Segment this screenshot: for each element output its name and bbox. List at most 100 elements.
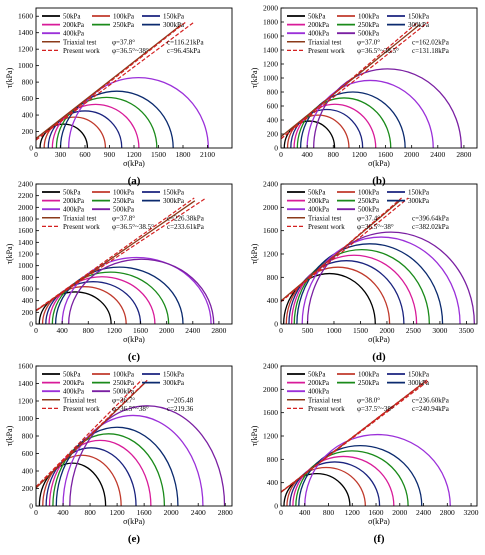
y-tick-label: 1400 (263, 46, 278, 55)
mohr-circle-500kPa (313, 68, 462, 148)
x-tick-label: 1500 (353, 326, 368, 335)
y-tick-label: 2000 (263, 203, 278, 212)
legend-c-triaxial: c=236.60kPa (412, 396, 450, 404)
x-tick-label: 300 (55, 150, 67, 159)
legend-phi-triaxial: φ=36.7° (112, 396, 135, 404)
x-tick-label: 1200 (107, 326, 122, 335)
y-tick-label: 1600 (263, 226, 278, 235)
mohr-circle-150kPa (45, 281, 142, 324)
legend-phi-triaxial: φ=37.8° (112, 38, 135, 46)
y-tick-label: 0 (29, 320, 33, 329)
data-layer (36, 197, 215, 324)
mohr-circle-150kPa (288, 260, 405, 324)
present-envelope-line-lower (36, 379, 148, 488)
x-tick-label: 2400 (416, 508, 431, 517)
mohr-circle-150kPa (47, 110, 123, 148)
mohr-circle-400kPa (304, 434, 451, 506)
triaxial-envelope-line (281, 24, 420, 138)
present-envelope-line-upper (36, 379, 143, 488)
y-tick-label: 800 (22, 273, 34, 282)
mohr-circle-200kPa (292, 456, 395, 506)
mohr-circle-300kPa (299, 91, 406, 148)
legend-c-present: c=131.18kPa (412, 47, 450, 55)
y-tick-label: 600 (22, 94, 34, 103)
mohr-circle-100kPa (286, 466, 366, 506)
x-tick-label: 400 (299, 508, 311, 517)
mohr-circle-500kPa (306, 231, 476, 324)
x-tick-label: 1000 (326, 326, 341, 335)
x-axis-label: σ(kPa) (368, 159, 390, 168)
y-axis-label: τ(kPa) (5, 243, 14, 264)
legend-label-150kPa: 150kPa (408, 189, 430, 197)
data-layer (281, 379, 451, 506)
y-tick-label: 800 (267, 455, 279, 464)
legend-label-150kPa: 150kPa (163, 189, 185, 197)
present-envelope-line-upper (281, 379, 428, 493)
legend-label-present: Present work (308, 405, 345, 413)
y-axis-label: τ(kPa) (250, 243, 259, 264)
legend-label-200kPa: 200kPa (63, 379, 85, 387)
triaxial-envelope-line (36, 24, 182, 139)
legend-label-100kPa: 100kPa (358, 371, 380, 379)
legend-c-present: c=219.36 (167, 405, 194, 413)
legend-phi-triaxial: φ=37.4° (357, 214, 380, 222)
mohr-circle-250kPa (51, 271, 170, 324)
legend-c-triaxial: c=116.21kPa (167, 38, 204, 46)
legend-phi-present: φ=36.5°~38° (357, 223, 394, 231)
x-axis-label: σ(kPa) (368, 517, 390, 526)
legend-c-triaxial: c=396.64kPa (412, 214, 450, 222)
x-tick-label: 400 (57, 508, 69, 517)
y-axis-label: τ(kPa) (5, 425, 14, 446)
legend-c-triaxial: c=162.02kPa (412, 38, 450, 46)
y-tick-label: 2000 (18, 203, 33, 212)
legend-label-present: Present work (63, 223, 100, 231)
present-envelope-line-lower (281, 197, 409, 303)
x-tick-label: 0 (279, 508, 283, 517)
x-tick-label: 0 (279, 326, 283, 335)
mohr-circle-100kPa (42, 454, 122, 506)
y-tick-label: 1200 (18, 45, 33, 54)
mohr-circle-50kPa (282, 273, 376, 324)
x-tick-label: 600 (79, 150, 91, 159)
y-tick-label: 0 (29, 144, 33, 153)
mohr-circle-400kPa (301, 236, 461, 324)
legend-label-50kPa: 50kPa (308, 189, 326, 197)
y-tick-label: 1600 (18, 362, 33, 371)
data-layer (36, 21, 209, 148)
x-tick-label: 1200 (110, 508, 125, 517)
x-tick-label: 2500 (406, 326, 421, 335)
y-tick-label: 1000 (263, 74, 278, 83)
mohr-circle-500kPa (68, 258, 215, 324)
y-tick-label: 1400 (18, 28, 33, 37)
mohr-circle-200kPa (51, 103, 140, 148)
legend-phi-triaxial: φ=37.0° (357, 38, 380, 46)
mohr-circle-200kPa (293, 103, 377, 148)
panel-label: (b) (372, 175, 386, 187)
mohr-circle-200kPa (48, 276, 156, 324)
y-tick-label: 200 (22, 308, 34, 317)
legend-label-100kPa: 100kPa (358, 189, 380, 197)
x-tick-label: 1600 (133, 326, 148, 335)
x-tick-label: 1600 (369, 508, 384, 517)
x-tick-label: 2100 (200, 150, 215, 159)
data-layer (36, 379, 226, 506)
y-tick-label: 2400 (18, 180, 33, 189)
legend-label-250kPa: 250kPa (358, 21, 380, 29)
legend-label-300kPa: 300kPa (163, 379, 185, 387)
y-tick-label: 1600 (18, 226, 33, 235)
x-tick-label: 3500 (459, 326, 474, 335)
y-tick-label: 2200 (18, 191, 33, 200)
y-tick-label: 1000 (18, 414, 33, 423)
y-tick-label: 600 (267, 102, 279, 111)
x-tick-label: 2000 (379, 326, 394, 335)
present-envelope-line-upper (281, 21, 419, 140)
legend-phi-triaxial: φ=37.8° (112, 214, 135, 222)
mohr-circle-100kPa (41, 286, 127, 324)
legend-label-400kPa: 400kPa (308, 206, 330, 214)
x-tick-label: 1600 (137, 508, 152, 517)
y-tick-label: 200 (22, 484, 34, 493)
legend-label-50kPa: 50kPa (308, 13, 326, 21)
y-tick-label: 800 (22, 78, 34, 87)
mohr-circle-400kPa (62, 414, 204, 506)
legend-label-150kPa: 150kPa (163, 371, 185, 379)
